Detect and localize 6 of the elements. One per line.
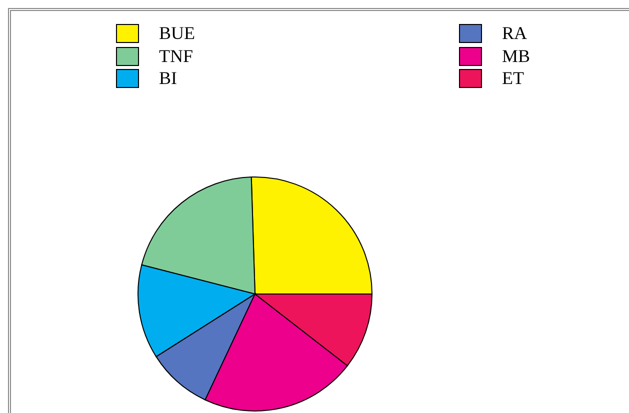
legend-label: ET	[502, 68, 524, 89]
legend-label: MB	[502, 46, 530, 66]
legend-label: BUE	[159, 23, 195, 44]
legend-label: BI	[159, 68, 177, 89]
legend-label: RA	[502, 23, 528, 44]
legend-label: TNF	[159, 46, 194, 66]
